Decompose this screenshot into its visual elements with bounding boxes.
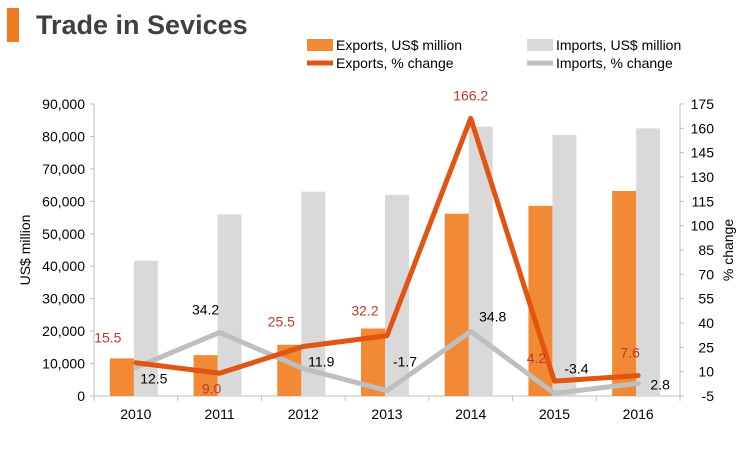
- line-imports-change: [133, 328, 641, 396]
- legend-swatch: [527, 39, 553, 51]
- data-label-exports-change: 9.0: [202, 380, 222, 396]
- data-label-imports-change: 11.9: [308, 354, 334, 370]
- bar-imports: [552, 134, 577, 397]
- y-tick-label-left: 20,000: [42, 323, 85, 339]
- y-tick-label-right: 85: [698, 242, 714, 258]
- bar-exports: [193, 355, 218, 396]
- legend-label: Exports, % change: [336, 55, 454, 71]
- data-label-exports-change: 7.6: [620, 345, 640, 361]
- y-tick-label-right: 130: [691, 169, 715, 185]
- y-tick-label-right: 70: [698, 266, 714, 282]
- y-tick-label-right: 100: [691, 218, 715, 234]
- data-label-exports-change: 32.2: [351, 303, 378, 319]
- y-tick-label-left: 0: [77, 388, 85, 404]
- x-tick-label: 2011: [205, 406, 235, 422]
- y-tick-label-right: 115: [692, 193, 715, 209]
- x-tick-label: 2016: [623, 406, 654, 422]
- data-label-imports-change: 2.8: [650, 376, 670, 392]
- y-tick-label-right: 160: [691, 120, 715, 136]
- y-tick-label-left: 10,000: [42, 356, 85, 372]
- legend-label: Imports, % change: [556, 55, 673, 71]
- data-label-exports-change: 15.5: [94, 330, 121, 346]
- bar-exports: [612, 190, 637, 396]
- data-label-imports-change: -1.7: [393, 354, 417, 370]
- legend-swatch: [307, 39, 333, 51]
- page-title: Trade in Sevices: [36, 10, 248, 40]
- data-label-exports-change: 25.5: [268, 314, 295, 330]
- y-tick-label-right: 55: [698, 291, 714, 307]
- bar-exports: [444, 213, 469, 396]
- x-tick-label: 2014: [455, 406, 486, 422]
- data-label-imports-change: -3.4: [564, 360, 588, 376]
- y-tick-label-left: 50,000: [42, 226, 85, 242]
- bar-imports: [468, 126, 493, 396]
- legend-label: Imports, US$ million: [556, 37, 681, 53]
- data-label-exports-change: 166.2: [453, 87, 488, 103]
- y-tick-label-right: 10: [698, 364, 714, 380]
- y-axis-title-right: % change: [720, 219, 736, 281]
- bar-exports: [109, 358, 134, 396]
- data-label-imports-change: 12.5: [140, 371, 167, 387]
- bar-imports: [301, 191, 326, 396]
- y-axis-title-left: US$ million: [17, 215, 33, 286]
- y-tick-label-right: 175: [691, 96, 715, 112]
- title-accent-bar: [7, 8, 19, 42]
- y-tick-label-right: 145: [691, 145, 715, 161]
- y-tick-label-left: 60,000: [42, 193, 85, 209]
- bar-imports: [636, 128, 661, 397]
- legend-label: Exports, US$ million: [336, 37, 462, 53]
- y-tick-label-left: 30,000: [42, 291, 85, 307]
- data-label-exports-change: 4.2: [527, 350, 547, 366]
- y-tick-label-left: 40,000: [42, 258, 85, 274]
- x-tick-label: 2013: [371, 406, 402, 422]
- line-exports-change: [133, 115, 641, 384]
- y-tick-label-left: 90,000: [42, 96, 85, 112]
- x-tick-label: 2012: [288, 406, 319, 422]
- data-label-imports-change: 34.2: [192, 301, 219, 317]
- data-label-imports-change: 34.8: [479, 308, 506, 324]
- y-tick-label-left: 80,000: [42, 128, 85, 144]
- y-tick-label-left: 70,000: [42, 161, 85, 177]
- y-tick-label-right: 40: [698, 315, 714, 331]
- y-tick-label-right: 25: [698, 339, 714, 355]
- bar-imports: [133, 260, 158, 396]
- x-tick-label: 2010: [120, 406, 151, 422]
- y-tick-label-right: -5: [702, 388, 715, 404]
- x-tick-label: 2015: [539, 406, 570, 422]
